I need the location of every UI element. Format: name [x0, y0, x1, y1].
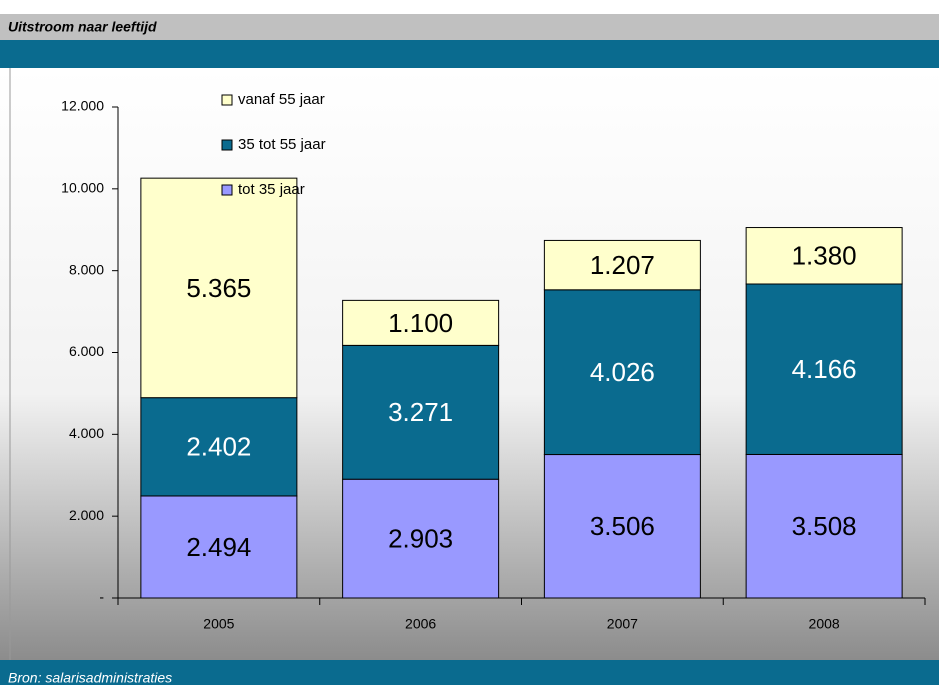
bar-segment	[342, 344, 500, 480]
bar-segment	[543, 239, 701, 291]
x-tick-label: 2005	[203, 616, 234, 632]
legend-swatch	[221, 139, 233, 151]
chart-title: Uitstroom naar leeftijd	[8, 19, 157, 35]
legend-label: 35 tot 55 jaar	[238, 136, 326, 153]
y-tick-label: 8.000	[69, 261, 104, 277]
x-tick-label: 2008	[809, 616, 840, 632]
legend-swatch	[221, 94, 233, 106]
legend-label: vanaf 55 jaar	[238, 91, 325, 108]
x-tick-label: 2006	[405, 616, 436, 632]
bar-segment	[140, 495, 298, 599]
y-tick-label: 2.000	[69, 507, 104, 523]
y-tick-label: 12.000	[61, 98, 104, 114]
value-label: 2.903	[388, 523, 453, 553]
bar-segment	[342, 299, 500, 346]
value-label: 4.026	[590, 357, 655, 387]
bar-segment	[745, 227, 903, 285]
value-label: 1.380	[792, 241, 857, 271]
value-label: 3.271	[388, 397, 453, 427]
bar-segment	[543, 454, 701, 599]
value-label: 2.494	[186, 532, 251, 562]
footer-band	[0, 660, 939, 685]
bar-segment	[140, 177, 298, 399]
value-label: 3.506	[590, 511, 655, 541]
bar-segment	[543, 289, 701, 456]
bar-segment	[342, 478, 500, 599]
legend-swatch	[221, 184, 233, 196]
value-label: 5.365	[186, 273, 251, 303]
y-tick-label: 10.000	[61, 180, 104, 196]
x-tick-label: 2007	[607, 616, 638, 632]
value-label: 1.207	[590, 250, 655, 280]
bar-segment	[140, 397, 298, 497]
value-label: 1.100	[388, 308, 453, 338]
y-tick-label: 6.000	[69, 343, 104, 359]
legend-label: tot 35 jaar	[238, 181, 305, 198]
title-bar	[0, 14, 939, 40]
value-label: 2.402	[186, 432, 251, 462]
value-label: 3.508	[792, 511, 857, 541]
bar-segment	[745, 453, 903, 599]
y-tick-label: 4.000	[69, 425, 104, 441]
bar-segment	[745, 283, 903, 455]
value-label: 4.166	[792, 354, 857, 384]
header-band	[0, 40, 939, 68]
y-tick-label: -	[99, 589, 104, 605]
source: Bron: salarisadministraties	[8, 670, 172, 685]
